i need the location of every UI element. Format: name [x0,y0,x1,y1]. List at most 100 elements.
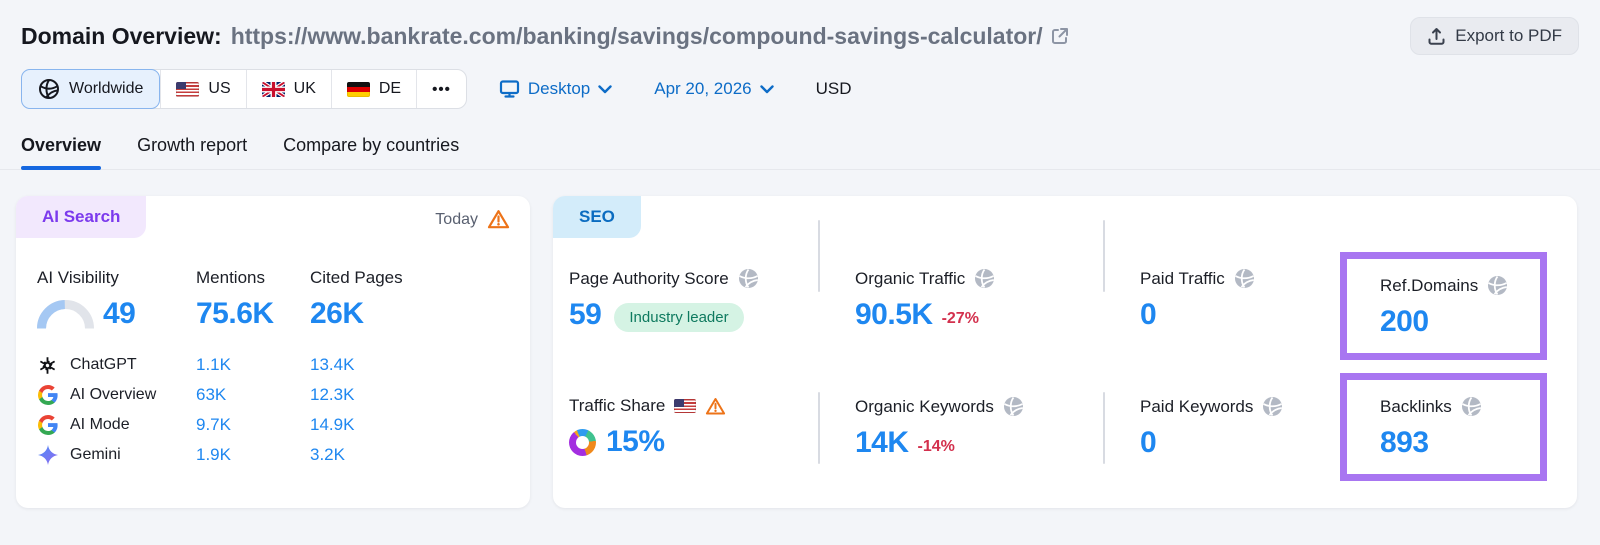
traffic-share-donut-icon [569,428,596,456]
us-flag-icon [176,81,200,97]
desktop-monitor-icon [499,79,520,99]
industry-leader-pill: Industry leader [614,302,744,332]
ai-totals-row: 49 75.6K 26K [37,297,510,331]
date-selector-label: Apr 20, 2026 [654,79,752,98]
segment-us[interactable]: US [160,70,245,108]
database-globe-icon[interactable] [1487,275,1508,296]
engine-name: ChatGPT [70,356,137,373]
metric-label: Backlinks [1380,396,1452,416]
ref-domains-highlight-box: Ref.Domains 200 [1340,252,1547,360]
metric-page-authority-score: Page Authority Score 59 Industry leader [553,196,818,366]
filter-bar: Worldwide US UK DE ••• Desktop Apr 20, [21,69,1579,109]
ai-search-card: AI Search Today AI Visibility Mentions C… [16,196,530,508]
segment-worldwide[interactable]: Worldwide [21,69,161,109]
metric-label: Paid Keywords [1140,396,1254,416]
engine-mentions: 63K [196,385,227,404]
metric-label: Ref.Domains [1380,275,1479,295]
ai-visibility-header: AI Visibility [37,268,119,287]
seo-badge: SEO [553,196,641,238]
warning-icon[interactable] [487,209,510,230]
google-icon [37,415,58,436]
metric-label: Traffic Share [569,396,666,415]
export-to-pdf-button[interactable]: Export to PDF [1410,17,1579,55]
ai-search-body: AI Visibility Mentions Cited Pages 49 75… [16,196,530,470]
metric-label: Page Authority Score [569,268,729,288]
uk-flag-icon [261,81,285,97]
engine-cited: 3.2K [310,445,345,464]
device-selector[interactable]: Desktop [499,79,612,99]
database-globe-icon[interactable] [738,268,759,289]
metric-ref-domains: Ref.Domains 200 [1340,196,1577,366]
period-label: Today [435,210,478,228]
engine-name: AI Mode [70,416,130,433]
chatgpt-icon [37,355,58,376]
ai-visibility-value: 49 [103,297,136,330]
chevron-down-icon [598,84,612,94]
de-flag-icon [346,81,370,97]
metric-value: 59 [569,298,602,331]
page-header: Domain Overview: https://www.bankrate.co… [0,0,1600,55]
more-ellipsis-icon: ••• [432,80,451,98]
list-item-ai-overview: AI Overview 63K 12.3K [37,380,510,410]
database-globe-icon[interactable] [1461,396,1482,417]
segment-de[interactable]: DE [330,70,416,108]
database-globe-icon[interactable] [1003,396,1024,417]
ai-search-period: Today [435,209,510,230]
segment-uk-label: UK [293,80,316,97]
metric-organic-traffic: Organic Traffic 90.5K -27% [818,196,1103,366]
ai-column-headers: AI Visibility Mentions Cited Pages [37,268,510,288]
metric-value: 14K [855,426,909,459]
page-title: Domain Overview: [21,22,222,49]
us-flag-icon [674,399,697,413]
gemini-icon [37,445,58,466]
mentions-header: Mentions [196,268,265,287]
metric-label: Organic Traffic [855,268,966,288]
overview-cards: AI Search Today AI Visibility Mentions C… [0,170,1600,508]
report-tabs: Overview Growth report Compare by countr… [0,135,1600,170]
segment-worldwide-label: Worldwide [69,80,144,97]
metric-value: 0 [1140,426,1157,459]
export-to-pdf-label: Export to PDF [1455,26,1562,45]
metric-backlinks: Backlinks 893 [1340,366,1577,508]
segment-us-label: US [208,80,231,97]
metric-traffic-share: Traffic Share 15% [553,366,818,508]
tab-compare-by-countries[interactable]: Compare by countries [283,135,460,155]
database-globe-icon[interactable] [1262,396,1283,417]
ai-engine-list: ChatGPT 1.1K 13.4K AI Overview 63K 12.3K [37,350,510,470]
cited-pages-header: Cited Pages [310,268,403,287]
engine-name: AI Overview [70,386,157,403]
date-selector[interactable]: Apr 20, 2026 [654,79,774,99]
backlinks-highlight-box: Backlinks 893 [1340,373,1547,481]
tab-overview[interactable]: Overview [21,135,102,170]
segment-uk[interactable]: UK [245,70,331,108]
segment-de-label: DE [378,80,402,97]
metric-value: 893 [1380,426,1429,459]
more-regions-button[interactable]: ••• [416,70,466,108]
currency-indicator: USD [815,79,852,98]
ai-search-badge: AI Search [16,196,147,238]
external-link-icon[interactable] [1050,26,1070,46]
engine-cited: 13.4K [310,355,355,374]
region-segmented-control: Worldwide US UK DE ••• [21,69,467,109]
database-globe-icon[interactable] [974,268,995,289]
metric-label: Organic Keywords [855,396,994,416]
metric-value: 15% [606,425,665,458]
list-item-chatgpt: ChatGPT 1.1K 13.4K [37,350,510,380]
ai-visibility-gauge [37,300,94,331]
device-selector-label: Desktop [527,79,591,98]
engine-mentions: 1.9K [196,445,231,464]
cited-pages-total: 26K [310,297,364,330]
metric-value: 0 [1140,298,1157,331]
google-icon [37,385,58,406]
tab-growth-report[interactable]: Growth report [137,135,248,155]
engine-cited: 12.3K [310,385,355,404]
chevron-down-icon [759,84,774,94]
mentions-total: 75.6K [196,297,274,330]
warning-icon[interactable] [705,397,726,416]
database-globe-icon[interactable] [1234,268,1255,289]
metric-value: 90.5K [855,298,933,331]
list-item-ai-mode: AI Mode 9.7K 14.9K [37,410,510,440]
metric-paid-traffic: Paid Traffic 0 [1103,196,1340,366]
engine-mentions: 9.7K [196,415,231,434]
engine-cited: 14.9K [310,415,355,434]
